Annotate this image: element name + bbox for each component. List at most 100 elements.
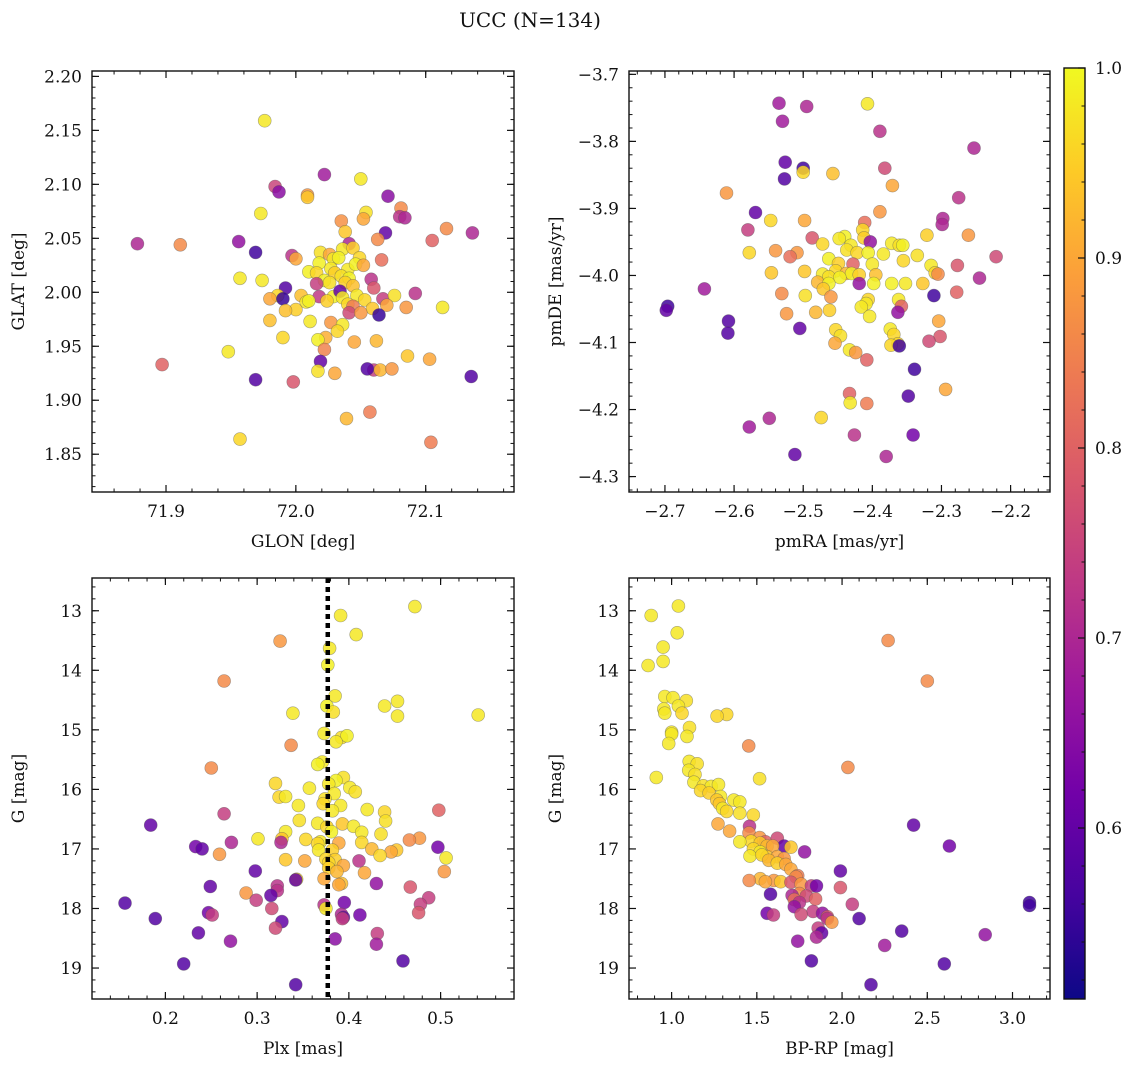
- data-point: [346, 241, 360, 255]
- data-point: [768, 243, 783, 258]
- x-tick-label: 71.9: [147, 502, 185, 522]
- data-point: [118, 896, 132, 910]
- data-point: [425, 233, 440, 248]
- data-point: [340, 728, 354, 743]
- scatter-points: [130, 113, 480, 450]
- data-point: [772, 96, 786, 110]
- data-point: [374, 253, 389, 267]
- data-point: [253, 206, 268, 221]
- data-point: [852, 911, 866, 926]
- y-axis-label: G [mag]: [9, 754, 29, 823]
- scatter-points: [641, 599, 1037, 992]
- data-point: [195, 842, 209, 856]
- y-tick-label: 16: [597, 780, 619, 800]
- data-point: [722, 824, 737, 838]
- data-point: [369, 334, 384, 348]
- data-point: [354, 835, 369, 850]
- data-point: [864, 977, 878, 992]
- data-point: [697, 282, 712, 296]
- colorbar-frame: [1063, 67, 1086, 1000]
- data-point: [352, 854, 366, 868]
- data-point: [276, 330, 290, 345]
- data-point: [331, 877, 346, 892]
- x-axis-label: Plx [mas]: [263, 1039, 343, 1059]
- data-point: [403, 880, 418, 894]
- data-point: [291, 798, 306, 813]
- y-tick-label: 14: [60, 661, 82, 681]
- data-point: [808, 305, 823, 320]
- data-point: [721, 314, 736, 328]
- data-point: [742, 420, 757, 434]
- data-point: [922, 334, 936, 349]
- y-tick-label: 2.20: [44, 67, 82, 87]
- data-point: [894, 924, 909, 938]
- data-point: [379, 298, 394, 313]
- data-point: [938, 382, 953, 397]
- data-point: [906, 428, 920, 442]
- data-point: [907, 362, 922, 377]
- figure-title: UCC (N=134): [459, 8, 601, 32]
- y-tick-label: 2.00: [44, 283, 82, 303]
- data-point: [330, 864, 344, 879]
- data-point: [752, 771, 767, 786]
- y-tick-label: 1.85: [44, 445, 82, 465]
- data-point: [788, 447, 802, 462]
- data-point: [333, 608, 348, 623]
- data-point: [778, 155, 793, 169]
- data-point: [721, 326, 735, 340]
- data-point: [783, 249, 797, 264]
- x-tick-label: 1.0: [658, 1009, 685, 1029]
- data-point: [342, 305, 356, 320]
- data-point: [248, 245, 263, 260]
- data-point: [920, 228, 934, 242]
- data-point: [814, 410, 829, 425]
- data-point: [766, 908, 781, 922]
- axes-frame: [628, 577, 1051, 1000]
- data-point: [263, 291, 277, 306]
- data-point: [363, 405, 377, 419]
- data-point: [431, 840, 445, 855]
- data-point: [372, 308, 386, 322]
- data-point: [424, 435, 438, 450]
- data-point: [402, 833, 417, 847]
- data-point: [331, 250, 346, 265]
- x-tick-label: 1.5: [743, 1009, 770, 1029]
- data-point: [311, 843, 326, 857]
- y-tick-label: 13: [60, 602, 82, 622]
- data-point: [263, 313, 277, 328]
- y-tick-label: 14: [597, 661, 619, 681]
- data-point: [876, 247, 891, 261]
- data-point: [906, 818, 921, 832]
- data-point: [301, 294, 316, 308]
- data-point: [656, 640, 670, 654]
- data-point: [249, 893, 264, 908]
- data-point: [326, 705, 341, 719]
- data-point: [390, 709, 405, 723]
- x-tick-label: −2.3: [921, 502, 962, 522]
- data-point: [309, 276, 324, 291]
- data-point: [347, 335, 362, 349]
- data-point: [972, 271, 987, 285]
- data-point: [130, 236, 145, 251]
- data-point: [328, 932, 342, 946]
- data-point: [843, 395, 858, 410]
- data-point: [349, 627, 364, 642]
- data-point: [387, 288, 402, 303]
- x-tick-label: 0.5: [427, 1009, 454, 1029]
- data-point: [833, 880, 848, 895]
- data-point: [741, 223, 755, 237]
- data-point: [223, 934, 238, 949]
- data-point: [790, 934, 805, 949]
- data-point: [978, 927, 993, 942]
- data-point: [297, 854, 312, 868]
- data-point: [248, 864, 263, 878]
- data-point: [833, 864, 848, 878]
- y-axis-label: GLAT [deg]: [9, 232, 29, 330]
- data-point: [809, 930, 824, 944]
- data-point: [797, 845, 812, 859]
- data-point: [353, 908, 367, 922]
- x-tick-label: 72.1: [407, 502, 445, 522]
- data-point: [335, 911, 350, 926]
- data-point: [644, 608, 659, 623]
